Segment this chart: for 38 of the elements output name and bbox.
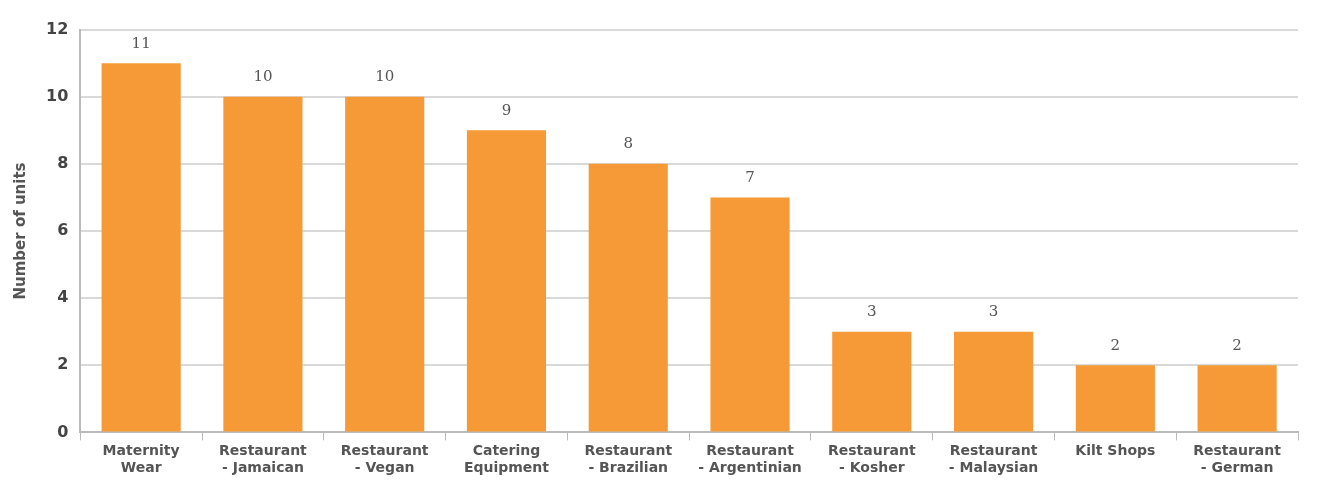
data-label: 10 bbox=[253, 67, 273, 86]
data-label: 2 bbox=[1110, 335, 1121, 354]
bar bbox=[710, 197, 790, 432]
bar bbox=[1075, 365, 1155, 432]
data-label: 9 bbox=[501, 100, 512, 119]
data-label: 8 bbox=[623, 134, 634, 153]
y-axis-title: Number of units bbox=[10, 162, 29, 300]
x-tick-label: Kilt Shops bbox=[1075, 442, 1156, 459]
data-label: 11 bbox=[131, 33, 151, 52]
data-label: 7 bbox=[745, 167, 755, 186]
y-tick-label: 12 bbox=[46, 18, 69, 38]
x-tick-label: Restaurant - Jamaican bbox=[219, 442, 308, 476]
bar bbox=[832, 331, 912, 432]
data-label: 10 bbox=[375, 67, 395, 86]
x-tick-label: Restaurant - Kosher bbox=[827, 442, 916, 476]
x-tick-label: Restaurant - Vegan bbox=[340, 442, 429, 476]
x-tick-label: Restaurant - Brazilian bbox=[584, 442, 673, 476]
bar bbox=[953, 331, 1034, 432]
x-tick-label: Restaurant - Argentinian bbox=[698, 442, 802, 476]
y-tick-label: 4 bbox=[57, 287, 69, 307]
bar bbox=[466, 130, 547, 432]
x-tick-label: Restaurant - German bbox=[1193, 442, 1282, 476]
bar bbox=[223, 96, 303, 432]
bar bbox=[345, 96, 425, 432]
bar bbox=[101, 63, 181, 432]
x-tick-label: Catering Equipment bbox=[463, 442, 550, 476]
y-tick-label: 6 bbox=[57, 220, 69, 240]
y-tick-label: 0 bbox=[57, 421, 69, 441]
y-tick-label: 2 bbox=[57, 354, 69, 374]
data-label: 3 bbox=[867, 302, 877, 321]
x-tick-label: Restaurant - Malaysian bbox=[948, 442, 1039, 476]
y-tick-label: 10 bbox=[46, 85, 69, 105]
data-label: 3 bbox=[988, 302, 999, 321]
bar bbox=[588, 163, 668, 432]
y-tick-label: 8 bbox=[57, 153, 69, 173]
data-label: 2 bbox=[1232, 335, 1242, 354]
bar bbox=[1197, 365, 1277, 432]
x-tick-label: Maternity Wear bbox=[102, 442, 180, 476]
